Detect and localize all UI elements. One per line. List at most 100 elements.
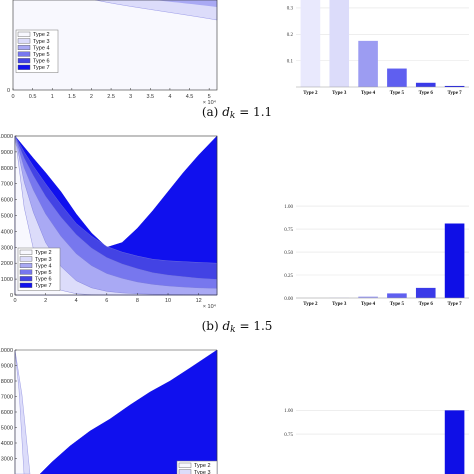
a-xtick-label: 3 [129,94,132,100]
b-ytick-label: 9000 [1,150,13,156]
c-legend-label: Type 2 [194,463,211,469]
a-ytick-label: 0.1 [287,59,294,64]
a-legend-swatch [17,31,31,37]
a-xtick-label: Type 4 [361,91,376,96]
b-ytick-label: 3000 [1,245,13,251]
b-legend-swatch [19,276,33,282]
a-xtick-label: 4 [168,94,171,100]
caption-a-var: d [222,105,230,119]
a-bar [415,82,436,87]
b-xtick-label: 2 [44,298,47,304]
b-xtick-label: 6 [105,298,108,304]
b-xtick-label: Type 6 [419,302,434,307]
b-legend-swatch [19,256,33,262]
b-legend-label: Type 7 [35,283,52,289]
b-legend-swatch [19,269,33,275]
c-bar [444,410,465,474]
a-xtick-label: Type 3 [332,91,347,96]
c-ytick-label: 3000 [1,457,13,463]
c-legend-label: Type 3 [194,470,211,474]
a-area-type-4 [154,0,217,7]
b-legend-label: Type 2 [35,250,52,256]
a-xtick-label: 1.5 [68,94,76,100]
b-xtick-label: 4 [75,298,78,304]
b-ytick-label: 4000 [1,229,13,235]
panel-b-stacked-area-chart: 0100020003000400050006000700080009000100… [0,134,218,310]
a-bar [329,0,350,87]
b-xtick-label: 12 [196,298,202,304]
c-ytick-label: 5000 [1,426,13,432]
a-xtick-label: 1 [51,94,54,100]
a-xtick-label: 2.5 [107,94,115,100]
b-ytick-label: 7000 [1,182,13,188]
panel-b-bar-chart: 0.00 0.25 0.50 0.75 1.00 Type 2 Type 3 Type 4 Ty… [284,205,469,307]
b-ytick-label: 0.00 [284,297,293,302]
caption-b-sub: k [230,325,236,335]
b-legend-label: Type 3 [35,257,52,263]
a-legend-swatch [17,64,31,70]
b-ytick-label: 0 [10,293,13,299]
a-xtick-label: 0 [11,94,14,100]
panel-c-bar-chart: 0.75 1.00 [284,409,469,474]
a-xtick-label: 0.5 [29,94,37,100]
a-legend-swatch [17,51,31,57]
b-ytick-label: 8000 [1,166,13,172]
a-xtick-label: Type 2 [303,91,318,96]
caption-a-label: (a) [201,105,219,119]
a-bar [387,68,407,87]
a-legend-label: Type 6 [33,59,50,65]
a-bar [300,0,321,87]
caption-b-label: (b) [201,319,219,333]
a-legend-label: Type 5 [33,52,50,58]
b-ytick-label: 0.25 [284,274,293,279]
b-ytick-label: 5000 [1,214,13,220]
b-bar [415,287,436,298]
b-xtick-label: 0 [13,298,16,304]
b-area-type-4 [14,135,218,296]
c-ytick-label: 4000 [1,441,13,447]
c-ytick-label: 7000 [1,395,13,401]
b-xtick-label: Type 2 [303,302,318,307]
b-xtick-label: 8 [136,298,139,304]
b-legend-label: Type 5 [35,270,52,276]
b-legend-swatch [19,263,33,269]
b-legend-label: Type 6 [35,277,52,283]
a-xtick-label: Type 5 [390,91,405,96]
c-ytick-label: 6000 [1,410,13,416]
b-bar [444,223,465,298]
b-bar [387,293,407,298]
b-ytick-label: 1.00 [284,205,293,210]
a-legend-swatch [17,58,31,64]
c-ytick-label: 1.00 [284,409,293,414]
a-ytick-label: 0 [7,88,10,94]
a-legend-label: Type 7 [33,65,50,71]
c-ytick-label: 0.75 [284,433,293,438]
a-xtick-label: 4.5 [186,94,194,100]
c-legend-swatch [178,469,192,474]
a-ytick-label: 0.2 [287,33,294,38]
b-legend-swatch [19,282,33,288]
b-ytick-label: 2000 [1,261,13,267]
panel-c-stacked-area-chart: 3000 4000 5000 6000 7000 8000 9000 10000 Type 2T… [0,348,218,474]
c-legend-swatch [178,462,192,468]
a-xtick-label: 5 [208,94,211,100]
a-xtick-label: 2 [90,94,93,100]
b-ytick-label: 6000 [1,198,13,204]
b-xtick-label: Type 4 [361,302,376,307]
b-ytick-label: 0.75 [284,228,293,233]
a-legend-label: Type 3 [33,39,50,45]
b-xtick-label: Type 7 [447,302,462,307]
caption-b: (b) dk = 1.5 [0,319,474,335]
b-legend-label: Type 4 [35,263,52,269]
a-legend-label: Type 4 [33,45,50,51]
b-ytick-label: 1000 [1,277,13,283]
caption-a-sub: k [229,111,236,121]
b-xtick-label: Type 3 [332,302,347,307]
a-bar [358,40,378,87]
b-bar [358,296,378,298]
a-xtick-label: Type 6 [419,91,434,96]
a-bar [444,85,465,87]
panel-a-bar-chart: 0.1 0.2 0.3 Type 2 Type 3 Type 4 Type 5 Type 6 T… [287,0,469,96]
caption-a-value: = 1.1 [239,105,273,119]
